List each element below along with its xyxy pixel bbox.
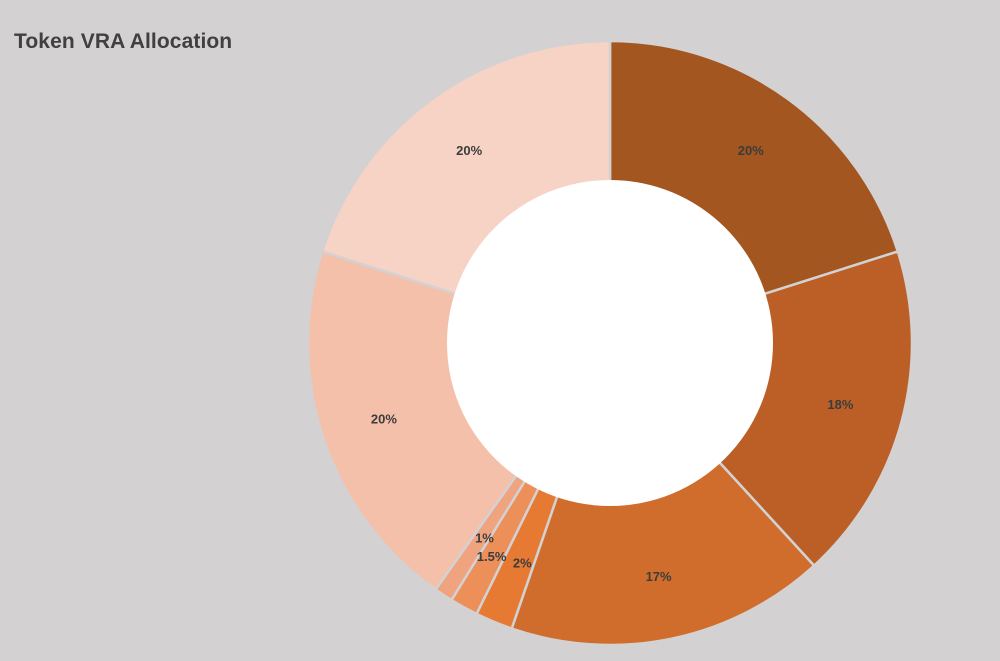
- slice-label: 18%: [827, 397, 853, 412]
- slice-label: 17%: [646, 569, 672, 584]
- slice-label: 20%: [371, 411, 397, 426]
- slice-label: 1.5%: [477, 549, 507, 564]
- donut-hole: [447, 180, 773, 506]
- slice-label: 20%: [738, 143, 764, 158]
- labels-group: 20% 18% 17% 2% 1.5% 1% 20% 20%: [371, 143, 854, 584]
- chart-title: Token VRA Allocation: [14, 30, 233, 53]
- slice-label: 1%: [475, 530, 494, 545]
- slice-label: 2%: [513, 556, 532, 571]
- slice-label: 20%: [456, 143, 482, 158]
